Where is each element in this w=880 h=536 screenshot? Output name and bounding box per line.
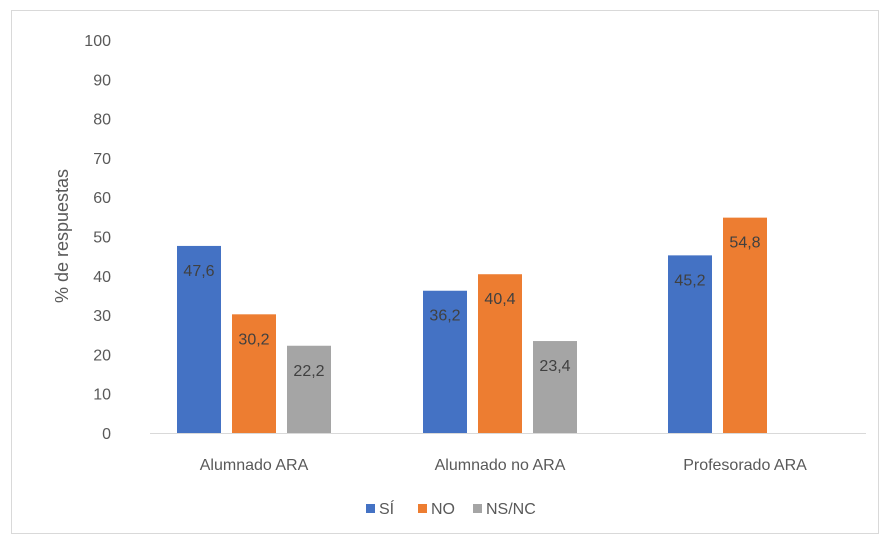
y-tick-label: 0	[102, 426, 111, 443]
y-axis-ticks: 0 10 20 30 40 50 60 70 80 90 100	[84, 33, 111, 443]
data-label: 47,6	[183, 263, 214, 280]
bar-s-3	[668, 255, 712, 433]
bar-no-1	[232, 314, 276, 433]
y-tick-label: 40	[93, 269, 111, 286]
legend: SÍ NO NS/NC	[366, 499, 536, 518]
x-axis-ticks: Alumnado ARA Alumnado no ARA Profesorado A…	[200, 457, 807, 474]
legend-swatch	[418, 504, 427, 513]
y-tick-label: 30	[93, 308, 111, 325]
data-label: 23,4	[539, 358, 570, 375]
y-tick-label: 50	[93, 230, 111, 247]
data-label: 30,2	[238, 331, 269, 348]
data-label: 22,2	[293, 363, 324, 380]
y-tick-label: 100	[84, 33, 111, 50]
data-label: 36,2	[429, 308, 460, 325]
x-category-label: Profesorado ARA	[683, 457, 807, 474]
data-label: 45,2	[674, 272, 705, 289]
y-tick-label: 80	[93, 112, 111, 129]
legend-label: NO	[431, 501, 455, 518]
legend-label: SÍ	[379, 499, 395, 518]
bar-series: 47,6 30,2 22,2 36,2 40,4 23,4 45,2 54,8	[177, 217, 767, 433]
bar-no-3	[723, 217, 767, 433]
y-axis-title: % de respuestas	[52, 169, 72, 303]
y-tick-label: 10	[93, 387, 111, 404]
legend-swatch	[473, 504, 482, 513]
bar-no-2	[478, 274, 522, 433]
bar-s-1	[177, 245, 221, 433]
y-tick-label: 90	[93, 72, 111, 89]
data-label: 40,4	[484, 291, 515, 308]
data-label: 54,8	[729, 235, 760, 252]
bar-nsnc-1	[287, 345, 331, 433]
x-category-label: Alumnado no ARA	[435, 457, 566, 474]
bar-nsnc-2	[533, 341, 577, 433]
y-tick-label: 70	[93, 151, 111, 168]
legend-label: NS/NC	[486, 501, 536, 518]
x-category-label: Alumnado ARA	[200, 457, 309, 474]
legend-swatch	[366, 504, 375, 513]
bar-s-2	[423, 290, 467, 433]
y-tick-label: 20	[93, 347, 111, 364]
y-tick-label: 60	[93, 190, 111, 207]
